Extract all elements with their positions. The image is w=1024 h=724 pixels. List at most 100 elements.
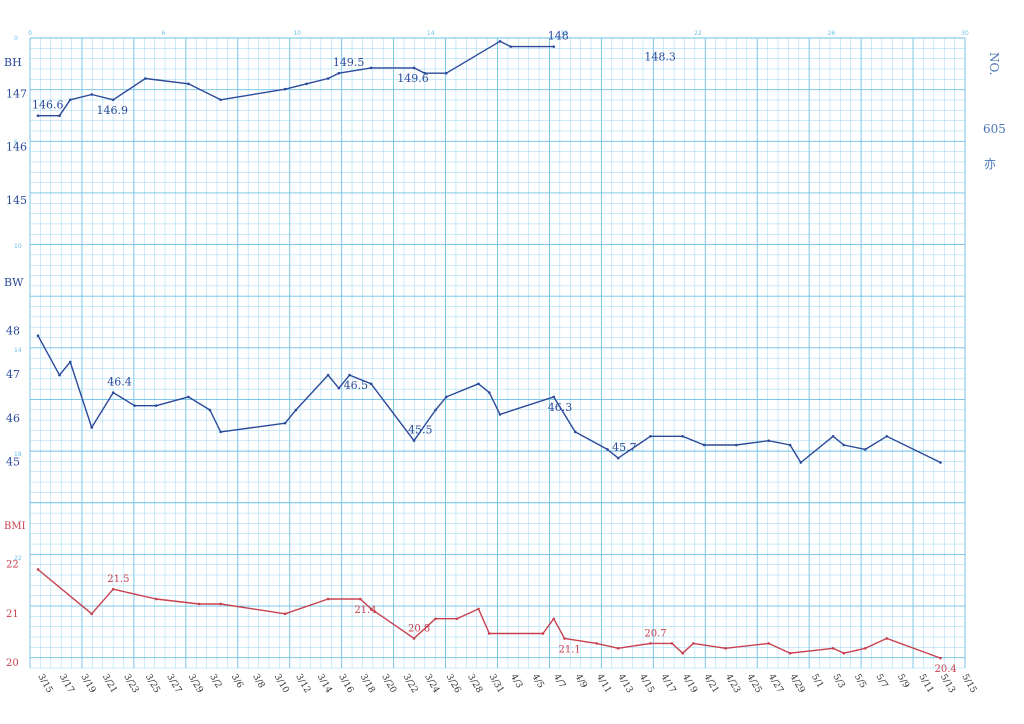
data-label: 46.5 xyxy=(344,379,369,392)
data-label: 20.8 xyxy=(408,623,430,634)
data-point xyxy=(573,430,577,434)
data-point xyxy=(111,587,115,591)
data-point xyxy=(219,430,222,434)
data-point xyxy=(767,439,770,442)
data-label: 148 xyxy=(548,30,569,43)
data-label: 149.5 xyxy=(333,56,365,69)
data-point xyxy=(369,607,373,611)
margin-kanji: 亦 xyxy=(984,156,996,171)
y-tick-label: 21 xyxy=(6,609,19,620)
data-point xyxy=(154,597,158,601)
grid-number-left: 0 xyxy=(14,35,18,42)
data-point xyxy=(412,439,416,442)
data-point xyxy=(606,448,609,451)
axis-label-bw: BW xyxy=(4,276,24,289)
data-point xyxy=(68,360,72,364)
data-point xyxy=(616,646,620,650)
data-point xyxy=(444,395,448,399)
data-point xyxy=(477,607,480,611)
data-point xyxy=(348,373,351,377)
data-point xyxy=(197,602,201,606)
data-point xyxy=(509,45,513,48)
data-point xyxy=(735,443,738,447)
data-point xyxy=(219,602,222,606)
data-point xyxy=(939,656,942,660)
data-point xyxy=(90,93,94,96)
grid-number-top: 30 xyxy=(961,30,969,37)
data-point xyxy=(487,632,491,635)
data-point xyxy=(831,646,835,650)
data-point xyxy=(788,443,792,447)
data-point xyxy=(541,632,545,635)
data-point xyxy=(681,651,684,655)
y-tick-label: 22 xyxy=(6,560,19,571)
data-point xyxy=(692,642,695,645)
data-point xyxy=(294,408,298,412)
data-label: 46.4 xyxy=(107,376,132,389)
data-point xyxy=(552,617,556,621)
data-point xyxy=(487,391,491,394)
data-point xyxy=(305,82,308,86)
data-label: 21.1 xyxy=(558,644,580,655)
panel-bw: BW 48 47 46 45 46.4 46.5 45.5 46.3 45.7 xyxy=(4,276,942,469)
data-point xyxy=(283,87,287,91)
data-point xyxy=(552,45,556,48)
data-point xyxy=(498,40,502,43)
data-point xyxy=(788,651,792,655)
y-tick-label: 48 xyxy=(6,324,20,337)
data-point xyxy=(326,373,330,377)
grid-number-top: 22 xyxy=(694,30,702,37)
grid-paper: 0 6 10 14 18 22 26 30 0 6 10 14 18 22 xyxy=(14,30,969,669)
data-point xyxy=(36,334,40,338)
y-tick-label: 47 xyxy=(6,368,20,381)
y-tick-label: 46 xyxy=(6,412,20,425)
data-point xyxy=(616,456,620,460)
data-point xyxy=(111,98,115,102)
grid-number-left: 10 xyxy=(14,243,22,250)
data-label: 20.7 xyxy=(644,628,666,639)
data-point xyxy=(144,77,147,80)
data-point xyxy=(337,386,341,390)
grid-number-top: 10 xyxy=(293,30,301,37)
y-tick-label: 146 xyxy=(6,141,27,154)
data-point xyxy=(36,114,40,118)
data-label: 21.4 xyxy=(354,605,376,616)
paper-margin: NO. 605 亦 xyxy=(983,52,1006,171)
data-point xyxy=(219,98,222,102)
data-label: 146.6 xyxy=(32,99,64,112)
data-label: 20.4 xyxy=(935,664,957,675)
grid-number-top: 6 xyxy=(162,30,166,37)
data-point xyxy=(154,404,158,407)
data-point xyxy=(455,617,459,621)
y-tick-label: 145 xyxy=(6,194,27,207)
data-point xyxy=(326,77,330,80)
data-point xyxy=(283,421,287,425)
data-point xyxy=(649,642,652,645)
data-point xyxy=(337,71,341,75)
data-point xyxy=(552,395,556,399)
data-point xyxy=(90,426,94,429)
y-tick-label: 20 xyxy=(6,658,19,669)
data-point xyxy=(681,434,684,438)
grid-number-left: 6 xyxy=(14,139,18,146)
data-point xyxy=(842,443,846,447)
data-point xyxy=(369,66,373,70)
grid-number-left: 18 xyxy=(14,451,22,458)
data-point xyxy=(133,404,136,407)
data-label: 146.9 xyxy=(96,104,128,117)
data-point xyxy=(939,461,942,464)
data-point xyxy=(477,382,480,386)
data-point xyxy=(68,98,72,102)
data-point xyxy=(111,391,115,394)
series-line-bw xyxy=(37,335,941,464)
data-point xyxy=(326,597,330,601)
data-point xyxy=(724,646,727,650)
data-point xyxy=(90,612,94,616)
axis-label-bmi: BMI xyxy=(4,521,26,532)
data-point xyxy=(283,612,287,616)
data-point xyxy=(58,373,61,377)
axis-label-bh: BH xyxy=(4,56,22,69)
grid-number-left: 22 xyxy=(14,555,22,562)
